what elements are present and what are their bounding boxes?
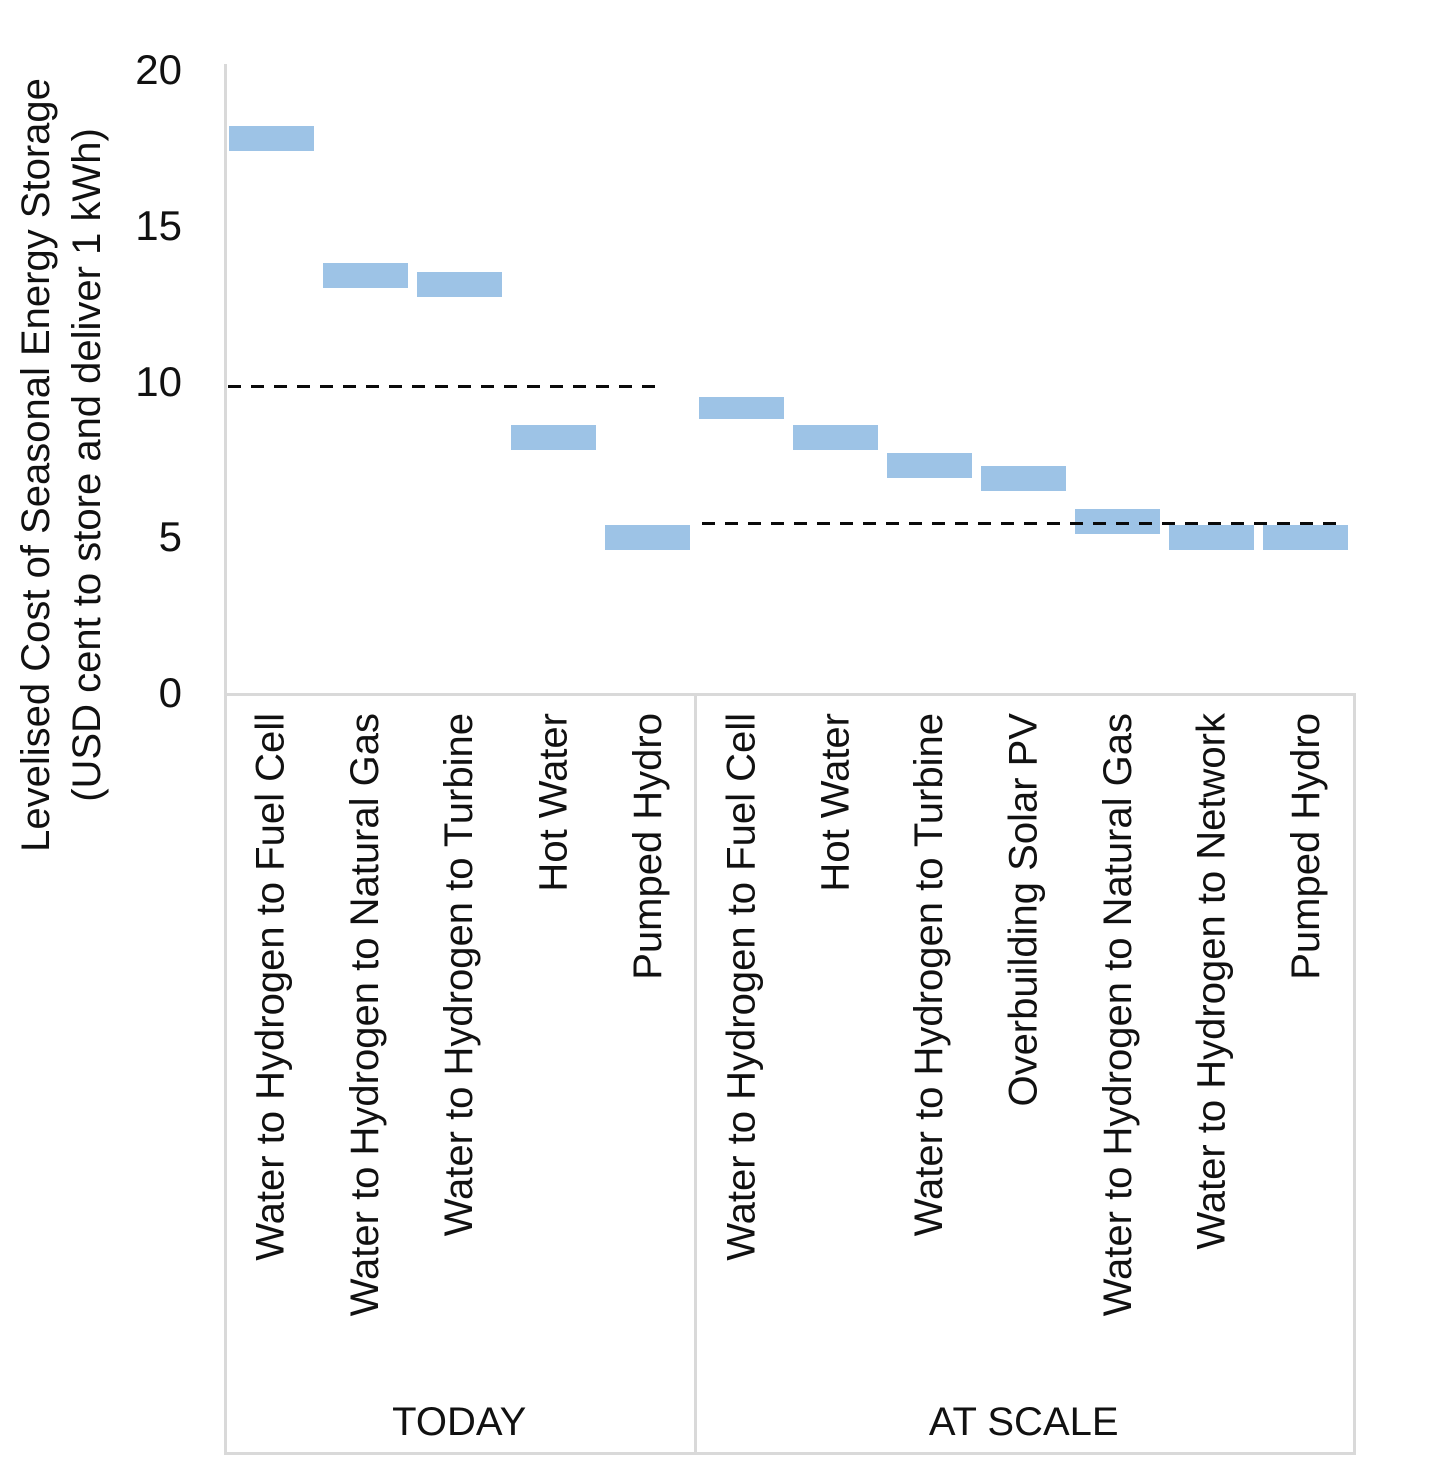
x-axis-line	[224, 693, 1356, 696]
category-label: Water to Hydrogen to Natural Gas	[1095, 713, 1140, 1317]
benchmark-line	[702, 521, 1340, 525]
bar	[416, 272, 502, 298]
category-label: Pumped Hydro	[1283, 713, 1328, 980]
y-axis-title: Levelised Cost of Seasonal Energy Storag…	[11, 78, 113, 852]
bar	[510, 425, 596, 451]
bar	[1075, 509, 1161, 535]
y-axis-tick-label: 5	[158, 513, 182, 561]
y-axis-title-line2: (USD cent to store and deliver 1 kWh)	[65, 128, 109, 802]
y-axis-tick-label: 0	[158, 669, 182, 716]
y-axis-title-line1: Levelised Cost of Seasonal Energy Storag…	[14, 78, 58, 852]
bar	[887, 453, 973, 479]
category-label: Hot Water	[813, 713, 858, 892]
category-label: Overbuilding Solar PV	[1001, 713, 1046, 1107]
bar	[981, 465, 1067, 491]
y-axis-tick-label: 10	[135, 357, 182, 405]
category-label: Water to Hydrogen to Turbine	[907, 713, 952, 1237]
y-axis-line	[224, 64, 227, 693]
category-label: Water to Hydrogen to Fuel Cell	[249, 713, 294, 1261]
benchmark-line	[228, 384, 658, 388]
group-label: AT SCALE	[928, 1400, 1119, 1444]
label-box-bottom-border	[224, 1452, 1356, 1455]
bar	[1169, 524, 1255, 550]
group-divider	[694, 693, 698, 1452]
label-box-right-border	[1353, 693, 1356, 1452]
bar	[228, 126, 314, 151]
category-label: Water to Hydrogen to Natural Gas	[343, 713, 388, 1317]
bar	[604, 524, 690, 550]
y-axis-tick-label: 20	[135, 46, 182, 93]
category-label: Hot Water	[531, 713, 576, 892]
bar	[793, 425, 879, 451]
bar	[698, 397, 784, 419]
category-label: Water to Hydrogen to Turbine	[437, 713, 482, 1237]
category-label: Water to Hydrogen to Network	[1189, 713, 1234, 1250]
category-label: Water to Hydrogen to Fuel Cell	[719, 713, 764, 1261]
bar	[1263, 524, 1349, 550]
label-box-left-border	[224, 693, 227, 1452]
y-axis-tick-label: 15	[135, 201, 182, 249]
group-label: TODAY	[392, 1400, 527, 1444]
bar	[322, 263, 408, 289]
category-label: Pumped Hydro	[625, 713, 670, 980]
